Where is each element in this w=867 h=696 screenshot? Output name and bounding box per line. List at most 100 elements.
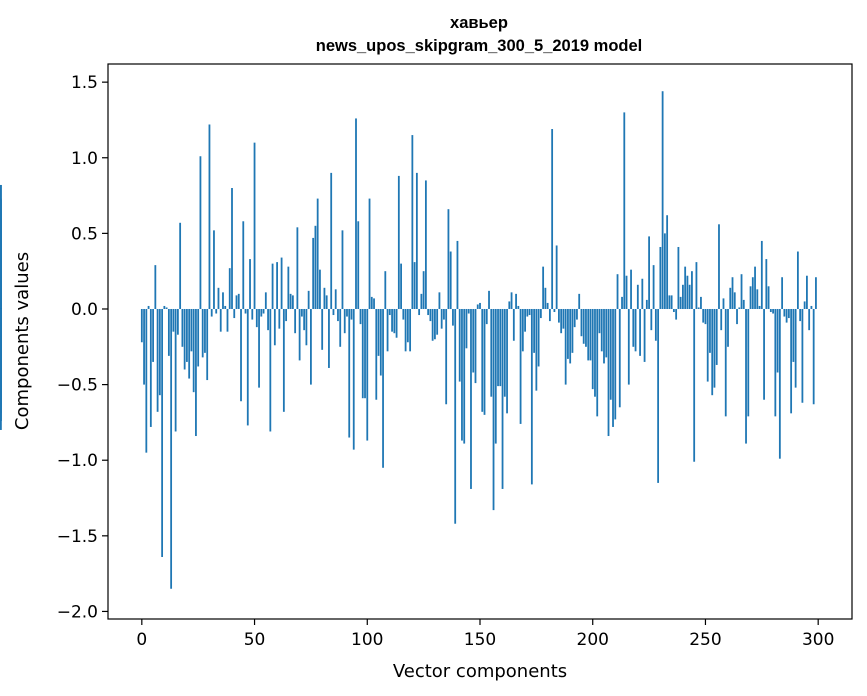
y-tick-label: −2.0 bbox=[57, 602, 98, 622]
bar bbox=[794, 308, 797, 388]
bar bbox=[339, 308, 342, 347]
bar bbox=[370, 296, 373, 309]
bar bbox=[490, 308, 493, 397]
bar bbox=[264, 292, 267, 309]
y-tick-label: 0.5 bbox=[71, 224, 98, 244]
bar bbox=[323, 287, 326, 309]
bar bbox=[778, 308, 781, 459]
bar bbox=[373, 298, 375, 309]
bar bbox=[388, 308, 391, 316]
bar bbox=[510, 292, 513, 309]
bar bbox=[156, 308, 159, 412]
bar bbox=[605, 308, 608, 358]
bar bbox=[636, 284, 639, 309]
x-axis-ticks: 0 50 100 150 200 250 300 bbox=[136, 619, 834, 650]
bar bbox=[228, 268, 231, 309]
bar bbox=[167, 308, 170, 356]
bar bbox=[765, 259, 768, 309]
bar bbox=[760, 240, 763, 309]
bar bbox=[287, 266, 290, 309]
bar bbox=[666, 215, 669, 309]
bar bbox=[515, 293, 517, 309]
chart-title: хавьер bbox=[450, 14, 508, 32]
bar bbox=[346, 308, 348, 317]
bar bbox=[476, 304, 479, 309]
bar bbox=[634, 308, 637, 352]
bar bbox=[231, 188, 233, 309]
bar bbox=[702, 308, 705, 323]
bar bbox=[179, 222, 182, 309]
bar bbox=[594, 308, 596, 397]
bar bbox=[183, 308, 186, 370]
bar bbox=[0, 277, 2, 309]
bar bbox=[591, 308, 594, 390]
bar bbox=[413, 262, 416, 309]
bar bbox=[289, 293, 292, 309]
bar bbox=[682, 284, 684, 309]
bar bbox=[738, 307, 741, 309]
bar bbox=[616, 274, 619, 309]
bar bbox=[222, 292, 224, 309]
bar bbox=[258, 308, 260, 388]
bar bbox=[377, 308, 380, 356]
bar bbox=[783, 308, 786, 317]
bar bbox=[355, 118, 357, 309]
bar bbox=[393, 308, 396, 334]
bar bbox=[165, 307, 168, 309]
bar bbox=[512, 308, 515, 341]
bar bbox=[242, 221, 245, 309]
bar bbox=[585, 308, 587, 347]
bar bbox=[436, 308, 439, 335]
bar bbox=[715, 308, 718, 365]
bar bbox=[251, 308, 254, 320]
bar bbox=[648, 236, 650, 309]
y-tick-label: −1.5 bbox=[57, 527, 98, 547]
bar bbox=[233, 308, 236, 319]
bar bbox=[145, 308, 148, 453]
bar bbox=[639, 308, 641, 356]
bar bbox=[201, 308, 204, 358]
bar bbox=[253, 142, 256, 309]
bar bbox=[528, 308, 531, 316]
bars-group bbox=[0, 91, 817, 589]
bar bbox=[763, 308, 765, 400]
bar bbox=[808, 308, 811, 331]
bar bbox=[569, 308, 572, 364]
bar bbox=[535, 308, 538, 391]
bar bbox=[303, 308, 306, 331]
bar bbox=[440, 308, 443, 329]
bar bbox=[596, 308, 599, 417]
bar bbox=[152, 308, 154, 362]
bar bbox=[645, 299, 648, 309]
bar bbox=[240, 308, 242, 402]
bar bbox=[294, 308, 297, 334]
bar bbox=[368, 198, 371, 309]
bar bbox=[312, 237, 315, 309]
bar bbox=[630, 269, 632, 309]
bar bbox=[679, 296, 682, 309]
bar bbox=[695, 262, 698, 309]
bar bbox=[188, 308, 191, 379]
bar bbox=[296, 227, 299, 309]
bar bbox=[530, 308, 533, 485]
bar bbox=[618, 308, 621, 408]
bar bbox=[210, 308, 213, 317]
bar bbox=[740, 274, 743, 309]
bar bbox=[537, 308, 540, 367]
bar bbox=[420, 293, 423, 309]
bar bbox=[271, 263, 274, 309]
bar bbox=[548, 308, 551, 322]
bar bbox=[282, 308, 285, 412]
bar bbox=[497, 308, 499, 387]
bar bbox=[508, 301, 511, 309]
bar bbox=[668, 295, 671, 309]
bar bbox=[404, 308, 407, 352]
bar bbox=[149, 308, 152, 427]
bar bbox=[310, 308, 312, 385]
bar bbox=[208, 124, 211, 309]
bar bbox=[379, 308, 382, 376]
bar bbox=[280, 257, 283, 309]
bar bbox=[199, 156, 202, 309]
bar bbox=[625, 275, 628, 309]
